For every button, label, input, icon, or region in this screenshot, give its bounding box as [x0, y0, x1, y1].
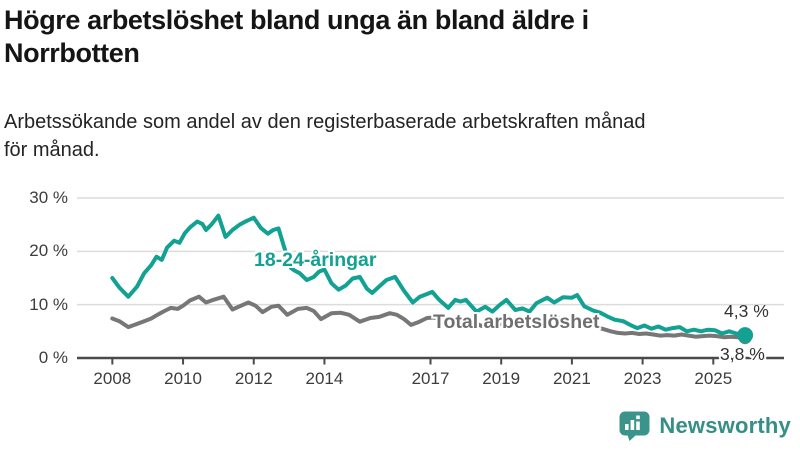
chart-subtitle: Arbetssökande som andel av den registerb…: [4, 111, 646, 161]
series-label-youth: 18-24-åringar: [254, 249, 377, 271]
series-label-total: Total arbetslöshet: [433, 311, 600, 333]
newsworthy-logo: Newsworthy: [619, 411, 791, 441]
newsworthy-chart-bubble-icon: [619, 411, 650, 441]
end-dot-youth: [737, 327, 754, 344]
series-line-total: [110, 294, 748, 340]
end-value-label-total: 3,8 %: [720, 344, 765, 364]
chart-title: Högre arbetslöshet bland unga än bland ä…: [4, 5, 589, 68]
logo-text: Newsworthy: [659, 413, 791, 438]
end-value-label-youth: 4,3 %: [724, 301, 769, 321]
series-line-youth: [110, 213, 748, 338]
